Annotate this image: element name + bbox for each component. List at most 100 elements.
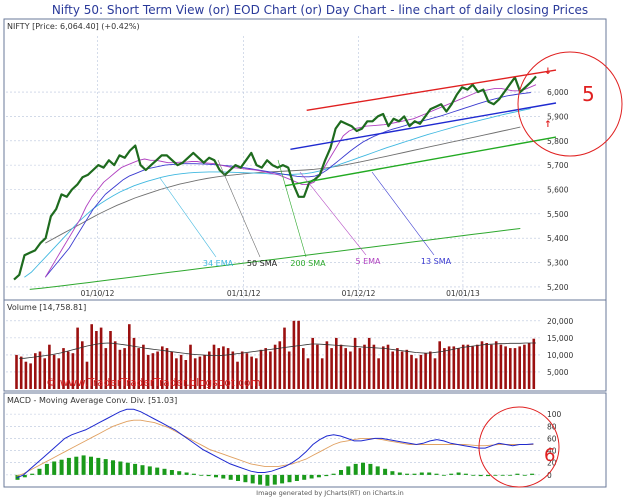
- macd-histogram: [15, 455, 535, 486]
- series-line-sma200: [29, 228, 521, 290]
- indicator-label-sma5: 5 EMA: [355, 257, 381, 266]
- macd-y-tick-label: 60: [547, 434, 557, 443]
- volume-bar: [19, 356, 23, 389]
- volume-bar: [165, 348, 169, 389]
- trendline-trend_upper: [306, 69, 557, 112]
- volume-bar: [499, 344, 503, 389]
- volume-bar: [104, 348, 108, 389]
- watermark: © www.TraderTraderTrader.blogspot.com: [46, 377, 261, 389]
- series-line-sma5: [44, 84, 537, 278]
- annotation-5: 5 ↓ ↑: [517, 51, 623, 157]
- macd-histogram-bar: [258, 474, 263, 485]
- macd-histogram-bar: [236, 474, 240, 481]
- volume-bar: [490, 344, 493, 389]
- volume-bar: [306, 358, 310, 389]
- volume-bar: [527, 343, 531, 389]
- macd-histogram-bar: [228, 474, 233, 480]
- volume-bar: [38, 351, 42, 389]
- volume-y-tick-label: 15,000: [547, 334, 573, 343]
- macd-histogram-bar: [390, 471, 395, 475]
- volume-bar: [372, 344, 376, 389]
- volume-bars: [15, 320, 536, 389]
- volume-bar: [443, 348, 446, 389]
- price-series: [13, 75, 537, 290]
- macd-y-tick-label: 40: [547, 447, 557, 456]
- macd-histogram-bar: [316, 474, 321, 478]
- macd-histogram-bar: [530, 473, 535, 475]
- macd-histogram-bar: [191, 473, 196, 475]
- volume-bar: [184, 360, 188, 389]
- price-y-tick-label: 5,600: [547, 185, 569, 194]
- volume-bar: [287, 351, 291, 389]
- macd-histogram-bar: [493, 474, 498, 476]
- volume-bar: [400, 351, 404, 389]
- macd-histogram-bar: [118, 461, 123, 475]
- price-x-tick-label: 01/12/12: [342, 289, 376, 298]
- macd-histogram-bar: [199, 474, 204, 476]
- volume-y-tick-label: 10,000: [547, 351, 573, 360]
- volume-bar: [57, 358, 61, 389]
- price-y-tick-label: 5,200: [547, 283, 569, 292]
- price-x-tick-labels: 01/10/12 01/11/12 01/12/12 01/01/13: [81, 289, 480, 298]
- volume-bar: [494, 341, 498, 389]
- volume-bar: [273, 344, 277, 389]
- volume-bar: [302, 348, 305, 389]
- annotation-6: 6: [478, 406, 560, 488]
- volume-bar: [109, 331, 112, 389]
- volume-bar: [76, 327, 79, 389]
- macd-histogram-bar: [184, 472, 189, 475]
- macd-histogram-bar: [155, 467, 160, 475]
- volume-bar: [509, 348, 512, 389]
- macd-histogram-bar: [250, 474, 255, 484]
- volume-bar: [151, 353, 155, 389]
- indicator-label-ema34: 34 EMA: [203, 259, 234, 268]
- volume-bar: [363, 344, 366, 389]
- volume-bar: [29, 363, 32, 389]
- volume-bar: [264, 348, 267, 389]
- price-y-tick-label: 5,700: [547, 161, 569, 170]
- annotation-circle-5: [517, 51, 623, 157]
- volume-bar: [217, 348, 220, 389]
- macd-histogram-bar: [375, 466, 380, 475]
- volume-bar: [358, 348, 362, 389]
- series-line-price: [13, 75, 537, 281]
- price-panel-frame: [3, 18, 607, 309]
- volume-bar: [386, 344, 390, 389]
- volume-y-tick-labels: 5,000 10,000 15,000 20,000: [547, 317, 573, 377]
- volume-bar: [297, 320, 300, 389]
- volume-bar: [283, 327, 286, 389]
- price-y-tick-label: 5,900: [547, 112, 569, 121]
- macd-histogram-bar: [59, 459, 64, 475]
- macd-histogram-bar: [515, 473, 520, 475]
- price-y-tick-label: 5,800: [547, 137, 569, 146]
- indicator-label-sma50: 50 SMA: [247, 259, 278, 268]
- volume-bar: [391, 351, 394, 389]
- macd-histogram-bar: [368, 463, 373, 475]
- volume-bar: [396, 348, 399, 389]
- macd-histogram-bar: [405, 473, 410, 475]
- macd-histogram-bar: [125, 462, 130, 475]
- volume-bar: [419, 354, 423, 389]
- volume-bar: [137, 348, 140, 389]
- volume-bar: [504, 346, 507, 389]
- macd-panel: MACD - Moving Average Conv. Div. [51.03]…: [3, 392, 607, 488]
- volume-bar: [222, 346, 225, 389]
- leader-line-sma50: [217, 159, 261, 258]
- macd-y-tick-label: 20: [547, 459, 557, 468]
- macd-histogram-bar: [361, 462, 365, 475]
- volume-bar: [34, 353, 37, 389]
- annotation-label-5: 5: [582, 82, 595, 106]
- volume-bar: [24, 361, 28, 389]
- footer-credit: Image generated by JCharts(RT) on iChart…: [256, 489, 404, 497]
- macd-histogram-bar: [456, 472, 461, 475]
- macd-histogram-bar: [309, 474, 314, 479]
- volume-bar: [250, 356, 253, 389]
- volume-bar: [349, 351, 352, 389]
- volume-bar: [476, 344, 479, 389]
- macd-histogram-bar: [81, 455, 86, 475]
- price-panel-header: NIFTY [Price: 6,064.40] (+0.42%): [7, 22, 140, 31]
- price-y-tick-label: 6,000: [547, 88, 569, 97]
- volume-bar: [231, 351, 235, 389]
